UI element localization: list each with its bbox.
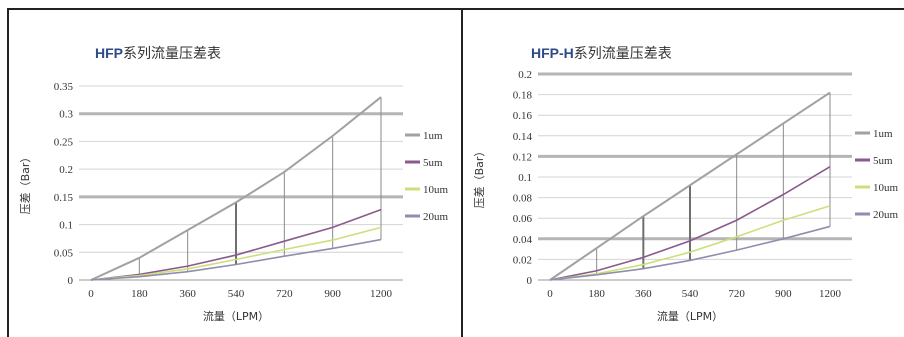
legend-label: 20um [423, 211, 449, 223]
chart-title-brand: HFP-H [531, 45, 574, 61]
chart-title-text: 系列流量压差表 [123, 46, 221, 62]
chart-hfp: 0 0.05 0.1 0.15 0.2 0.25 0.3 0.35 0 180 360 540 720 9… [18, 81, 449, 323]
x-axis-title: 流量（LPM） [203, 309, 269, 323]
x-axis-title: 流量（LPM） [657, 309, 723, 323]
x-tick-label: 360 [179, 288, 196, 300]
series-line-1um [549, 91, 831, 281]
legend-label: 1um [423, 130, 443, 142]
x-tick-label: 720 [276, 288, 293, 300]
x-tick-label: 360 [635, 288, 652, 300]
y-tick-label: 0.2 [518, 69, 532, 81]
legend-label: 20um [873, 209, 899, 221]
series-line-5um [90, 208, 382, 281]
chart-panel-hfp: HFP系列流量压差表 0 0.05 0.1 0.15 0.2 0.25 0.3 0.35 0 18… [7, 8, 463, 337]
chart-title-hfp-h: HFP-H系列流量压差表 [531, 43, 672, 63]
y-axis-title: 压差（Bar） [472, 146, 486, 209]
series-line-10um [90, 226, 382, 281]
x-tick-label: 1200 [819, 288, 842, 300]
y-tick-label: 0.3 [59, 109, 73, 121]
x-tick-label: 540 [682, 288, 699, 300]
legend-label: 10um [423, 184, 449, 196]
series-line-20um [90, 238, 382, 281]
y-tick-label: 0.12 [513, 151, 532, 163]
y-tick-label: 0.1 [59, 220, 73, 232]
y-tick-label: 0.06 [513, 213, 533, 225]
y-tick-label: 0.05 [54, 247, 74, 259]
chart-hfp-h: 0 0.02 0.04 0.06 0.08 0.1 0.12 0.14 0.16 0.18 0.2 0… [472, 69, 899, 323]
chart-panel-hfp-h: HFP-H系列流量压差表 0 0.02 0.04 0.06 0.08 0.1 0.12 0.1… [461, 8, 904, 337]
y-tick-label: 0.1 [518, 172, 532, 184]
y-tick-label: 0.35 [54, 81, 74, 93]
y-tick-label: 0.15 [54, 192, 74, 204]
legend-label: 1um [873, 128, 893, 140]
series-line-20um [549, 225, 831, 281]
chart-title-text: 系列流量压差表 [573, 46, 672, 62]
legend-label: 5um [873, 155, 893, 167]
legend-label: 10um [873, 182, 899, 194]
x-tick-label: 900 [775, 288, 792, 300]
x-tick-label: 540 [228, 288, 245, 300]
series-line-1um [90, 96, 382, 281]
y-axis-title: 压差（Bar） [18, 152, 32, 215]
y-tick-label: 0 [68, 275, 74, 287]
series-line-10um [549, 205, 831, 281]
y-tick-label: 0.2 [59, 164, 73, 176]
y-tick-label: 0.02 [513, 254, 532, 266]
x-tick-label: 180 [588, 288, 605, 300]
x-tick-label: 0 [88, 288, 94, 300]
y-tick-label: 0.25 [54, 136, 74, 148]
x-tick-label: 1200 [370, 288, 393, 300]
y-tick-label: 0.04 [513, 234, 533, 246]
y-tick-label: 0.14 [513, 131, 533, 143]
y-tick-label: 0.16 [513, 110, 533, 122]
y-tick-label: 0.08 [513, 193, 533, 205]
chart-title-hfp: HFP系列流量压差表 [95, 43, 221, 63]
legend-label: 5um [423, 157, 443, 169]
y-tick-label: 0 [527, 275, 533, 287]
x-tick-label: 900 [324, 288, 341, 300]
series-line-5um [549, 166, 831, 281]
x-tick-label: 720 [728, 288, 745, 300]
chart-title-brand: HFP [95, 45, 123, 61]
y-tick-label: 0.18 [513, 90, 533, 102]
x-tick-label: 0 [547, 288, 553, 300]
x-tick-label: 180 [131, 288, 148, 300]
